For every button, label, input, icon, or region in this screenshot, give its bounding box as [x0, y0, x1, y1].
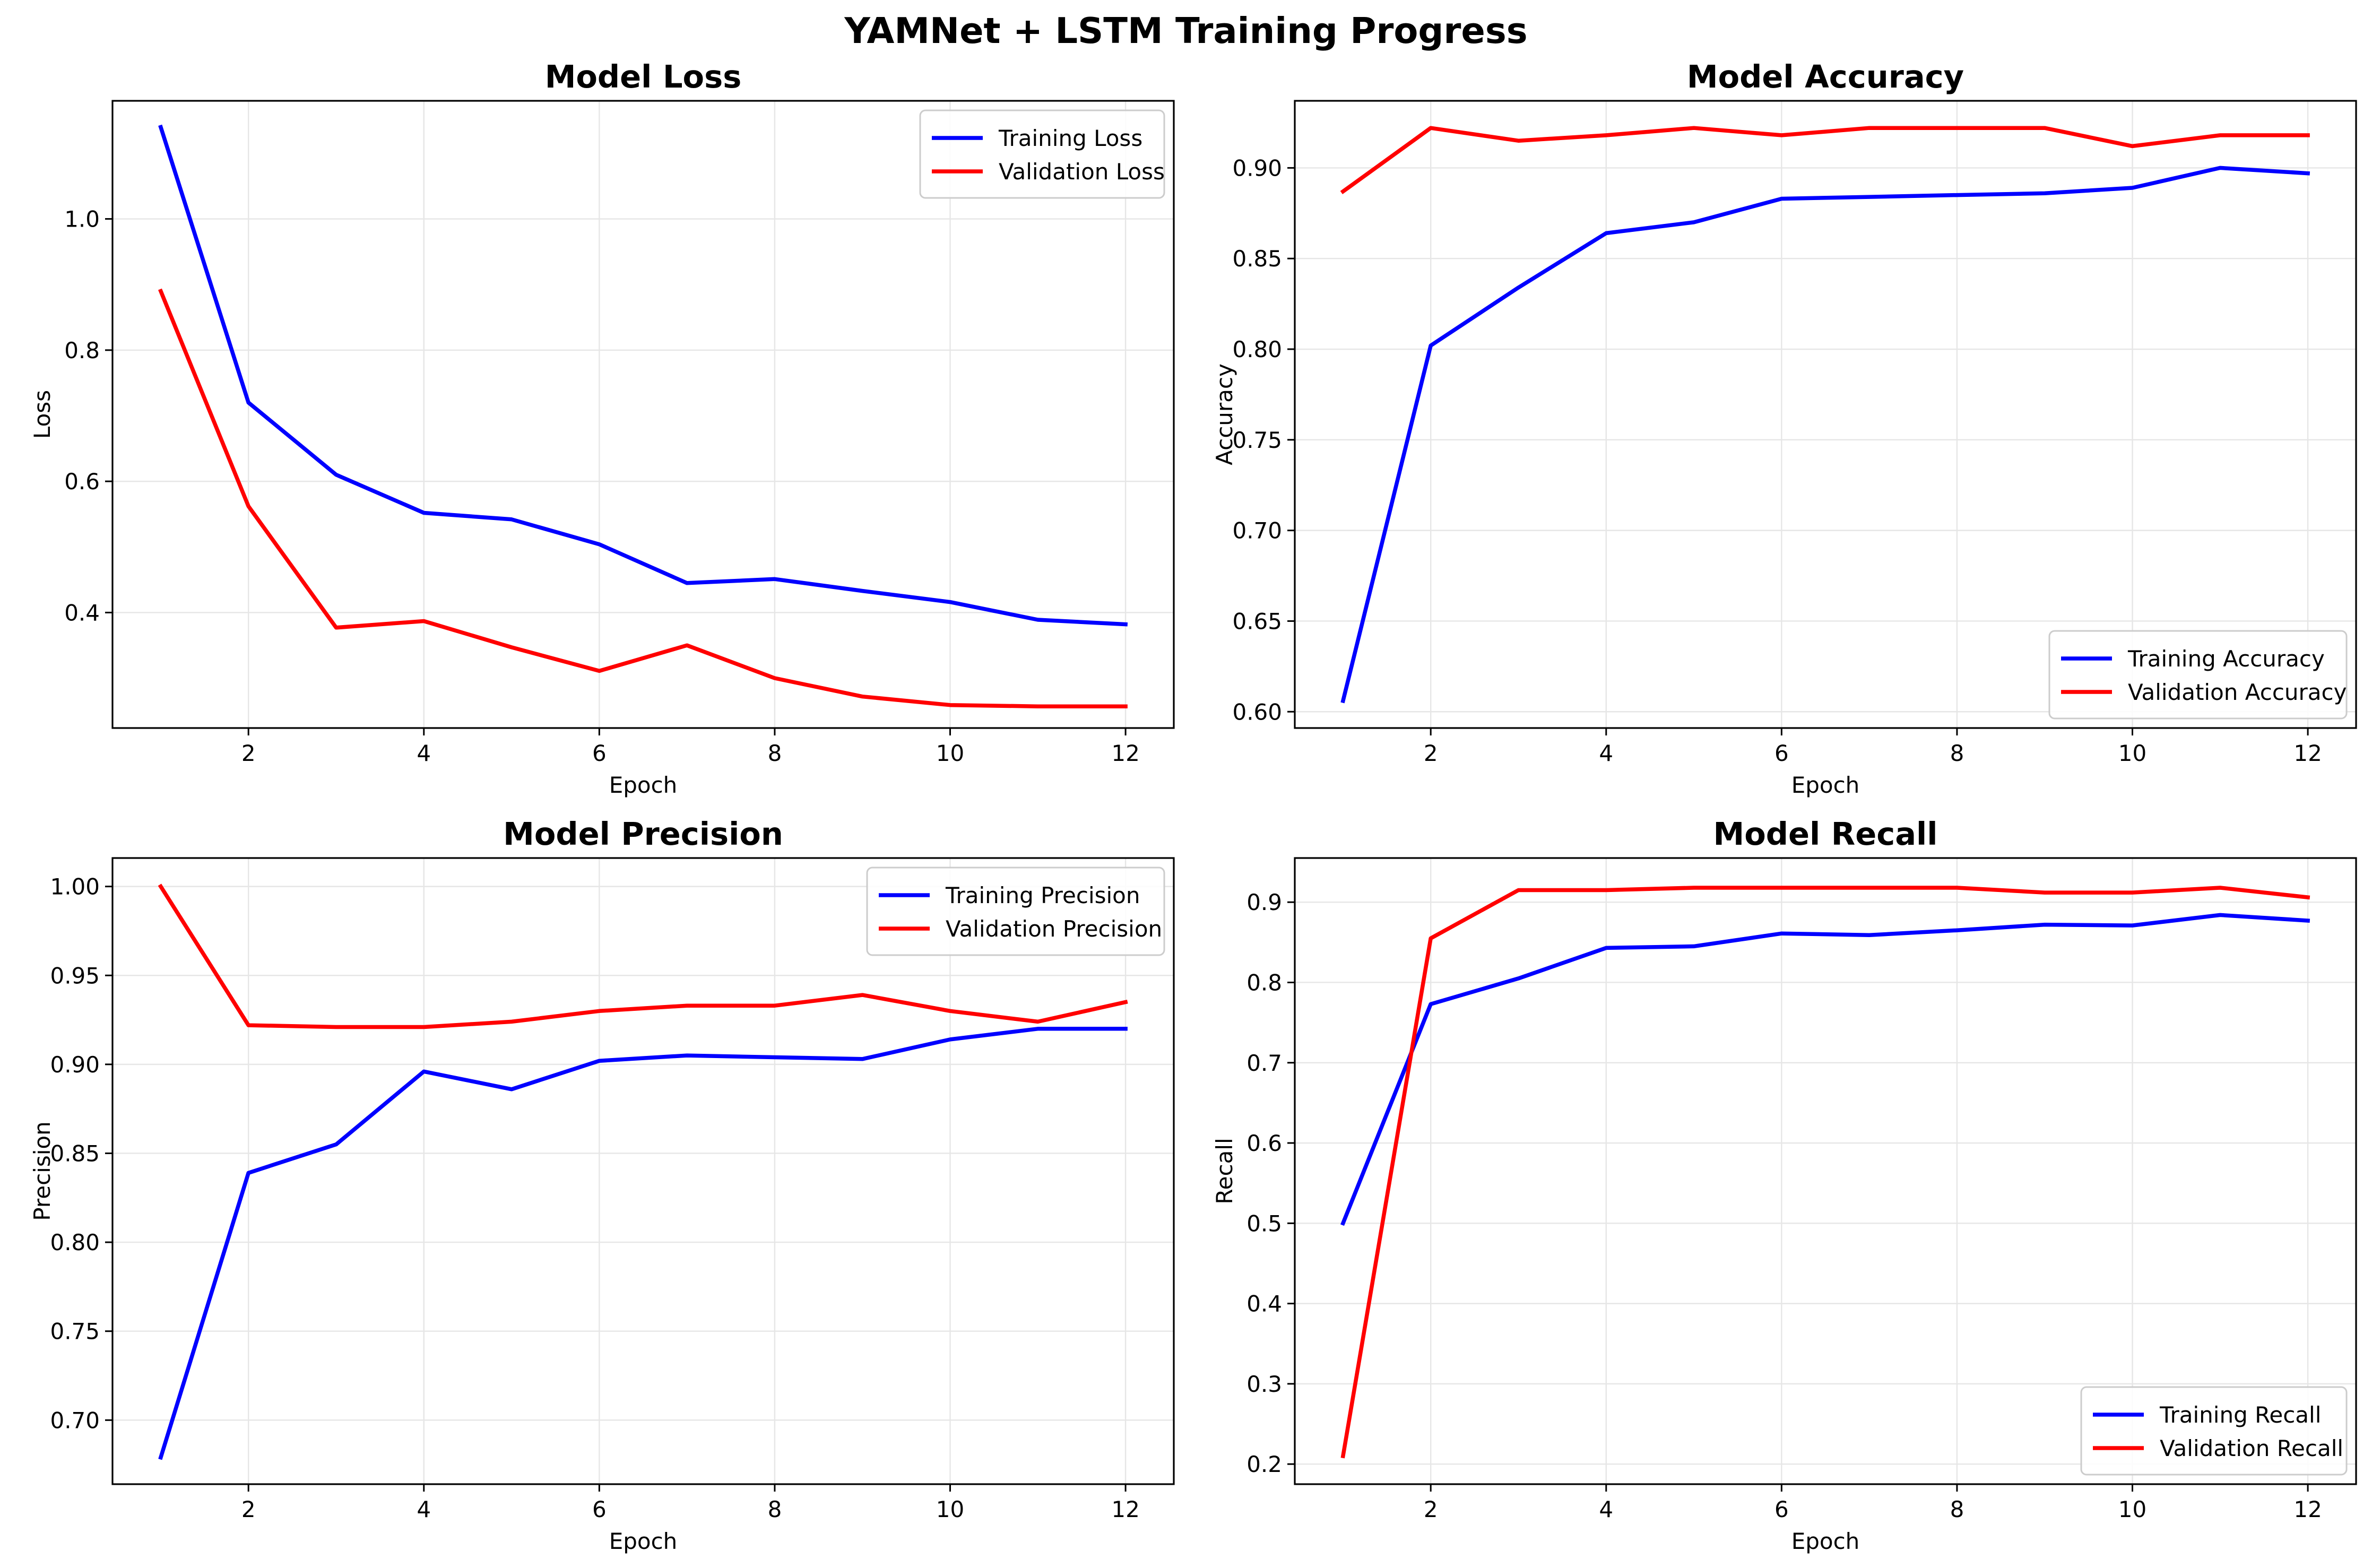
y-tick-label: 0.85	[1232, 246, 1282, 272]
y-tick-label: 0.5	[1246, 1210, 1282, 1236]
y-axis-label: Accuracy	[1211, 363, 1237, 465]
legend-label-training: Training Precision	[945, 882, 1140, 908]
x-axis-label: Epoch	[1791, 772, 1860, 798]
series-line-training	[158, 1027, 1128, 1460]
x-tick-label: 4	[1599, 1496, 1613, 1522]
x-tick-label: 4	[1599, 740, 1613, 766]
y-axis-label: Loss	[29, 390, 55, 439]
legend-label-training: Training Loss	[998, 125, 1142, 151]
x-tick-label: 8	[768, 1496, 782, 1522]
x-axis-label: Epoch	[609, 1528, 678, 1554]
legend: Training Recall Validation Recall	[2080, 1386, 2348, 1476]
y-tick-label: 0.8	[64, 337, 100, 363]
y-tick-label: 0.90	[50, 1052, 100, 1078]
x-tick-label: 2	[1424, 1496, 1438, 1522]
chart-title: Model Recall	[1713, 816, 1938, 852]
legend-box	[2048, 630, 2348, 720]
figure-title: YAMNet + LSTM Training Progress	[844, 10, 1528, 51]
x-tick-label: 8	[1950, 1496, 1964, 1522]
y-axis-label: Precision	[29, 1121, 55, 1220]
legend-box	[919, 109, 1165, 199]
series-line-training	[1340, 166, 2310, 704]
y-tick-label: 0.6	[1246, 1130, 1282, 1156]
legend-label-validation: Validation Loss	[999, 159, 1165, 185]
chart-title: Model Loss	[545, 58, 742, 95]
chart-title: Model Precision	[503, 816, 783, 852]
legend-label-training: Training Recall	[2159, 1402, 2321, 1428]
series-line-validation	[1340, 886, 2310, 1459]
y-tick-label: 1.00	[50, 874, 100, 900]
x-tick-label: 2	[1424, 740, 1438, 766]
legend: Training Accuracy Validation Accuracy	[2048, 630, 2348, 720]
series-line-validation	[158, 288, 1128, 708]
y-tick-label: 0.90	[1232, 155, 1282, 181]
legend-label-training: Training Accuracy	[2127, 646, 2325, 672]
y-tick-label: 0.2	[1246, 1451, 1282, 1477]
y-tick-label: 0.70	[50, 1407, 100, 1433]
x-tick-label: 10	[936, 740, 964, 766]
x-tick-label: 6	[592, 740, 607, 766]
y-tick-label: 0.7	[1246, 1050, 1282, 1076]
x-tick-label: 8	[768, 740, 782, 766]
x-tick-label: 6	[1774, 740, 1789, 766]
x-tick-label: 6	[592, 1496, 607, 1522]
x-tick-label: 4	[417, 1496, 431, 1522]
legend: Training Loss Validation Loss	[919, 109, 1165, 199]
y-tick-label: 0.95	[50, 963, 100, 989]
axes-frame	[111, 100, 1175, 729]
y-tick-label: 0.3	[1246, 1371, 1282, 1397]
y-tick-label: 0.4	[1246, 1291, 1282, 1317]
y-tick-label: 0.65	[1232, 608, 1282, 634]
x-tick-label: 2	[241, 740, 256, 766]
chart-panel-1: 2 4 6 8 10 12 0.4 0.6 0.8 1.0 Model Loss Epoch Loss T…	[29, 58, 1175, 798]
y-tick-label: 0.60	[1232, 699, 1282, 725]
series-line-validation	[158, 883, 1128, 1029]
x-tick-label: 6	[1774, 1496, 1789, 1522]
legend-label-validation: Validation Accuracy	[2128, 679, 2347, 705]
x-tick-label: 12	[1111, 740, 1139, 766]
x-tick-label: 10	[2118, 740, 2146, 766]
chart-title: Model Accuracy	[1687, 58, 1964, 95]
chart-panel-2: 2 4 6 8 10 12 0.60 0.65 0.70 0.75 0.80 0.85 0.90 Mode…	[1211, 58, 2357, 798]
x-axis-label: Epoch	[1791, 1528, 1860, 1554]
series-line-training	[1340, 913, 2310, 1226]
y-tick-label: 0.80	[1232, 336, 1282, 362]
x-tick-label: 8	[1950, 740, 1964, 766]
series-line-validation	[1340, 126, 2310, 195]
legend-box	[866, 867, 1165, 956]
y-tick-label: 1.0	[64, 206, 100, 232]
series-line-training	[158, 124, 1128, 627]
axes-frame	[1294, 100, 2357, 729]
legend-label-validation: Validation Precision	[946, 916, 1162, 942]
x-tick-label: 12	[2293, 1496, 2322, 1522]
x-tick-label: 4	[417, 740, 431, 766]
x-tick-label: 12	[2293, 740, 2322, 766]
x-axis-label: Epoch	[609, 772, 678, 798]
axes-frame	[1294, 857, 2357, 1485]
y-tick-label: 0.6	[64, 469, 100, 495]
chart-panel-4: 2 4 6 8 10 12 0.2 0.3 0.4 0.5 0.6 0.7 0.8 0.9 Model Re…	[1211, 816, 2357, 1554]
x-tick-label: 12	[1111, 1496, 1139, 1522]
y-tick-label: 0.8	[1246, 969, 1282, 995]
x-tick-label: 10	[936, 1496, 964, 1522]
y-tick-label: 0.4	[64, 600, 100, 626]
chart-panel-3: 2 4 6 8 10 12 0.70 0.75 0.80 0.85 0.90 0.95 1.00 Mode…	[29, 816, 1175, 1554]
y-tick-label: 0.9	[1246, 889, 1282, 915]
y-tick-label: 0.85	[50, 1140, 100, 1166]
y-tick-label: 0.75	[50, 1319, 100, 1345]
y-tick-label: 0.70	[1232, 518, 1282, 544]
y-tick-label: 0.80	[50, 1229, 100, 1255]
y-axis-label: Recall	[1211, 1138, 1237, 1204]
y-tick-label: 0.75	[1232, 427, 1282, 453]
x-tick-label: 2	[241, 1496, 256, 1522]
axes-frame	[111, 857, 1175, 1485]
x-tick-label: 10	[2118, 1496, 2146, 1522]
legend-label-validation: Validation Recall	[2160, 1435, 2343, 1461]
legend-box	[2080, 1386, 2348, 1476]
legend: Training Precision Validation Precision	[866, 867, 1165, 956]
